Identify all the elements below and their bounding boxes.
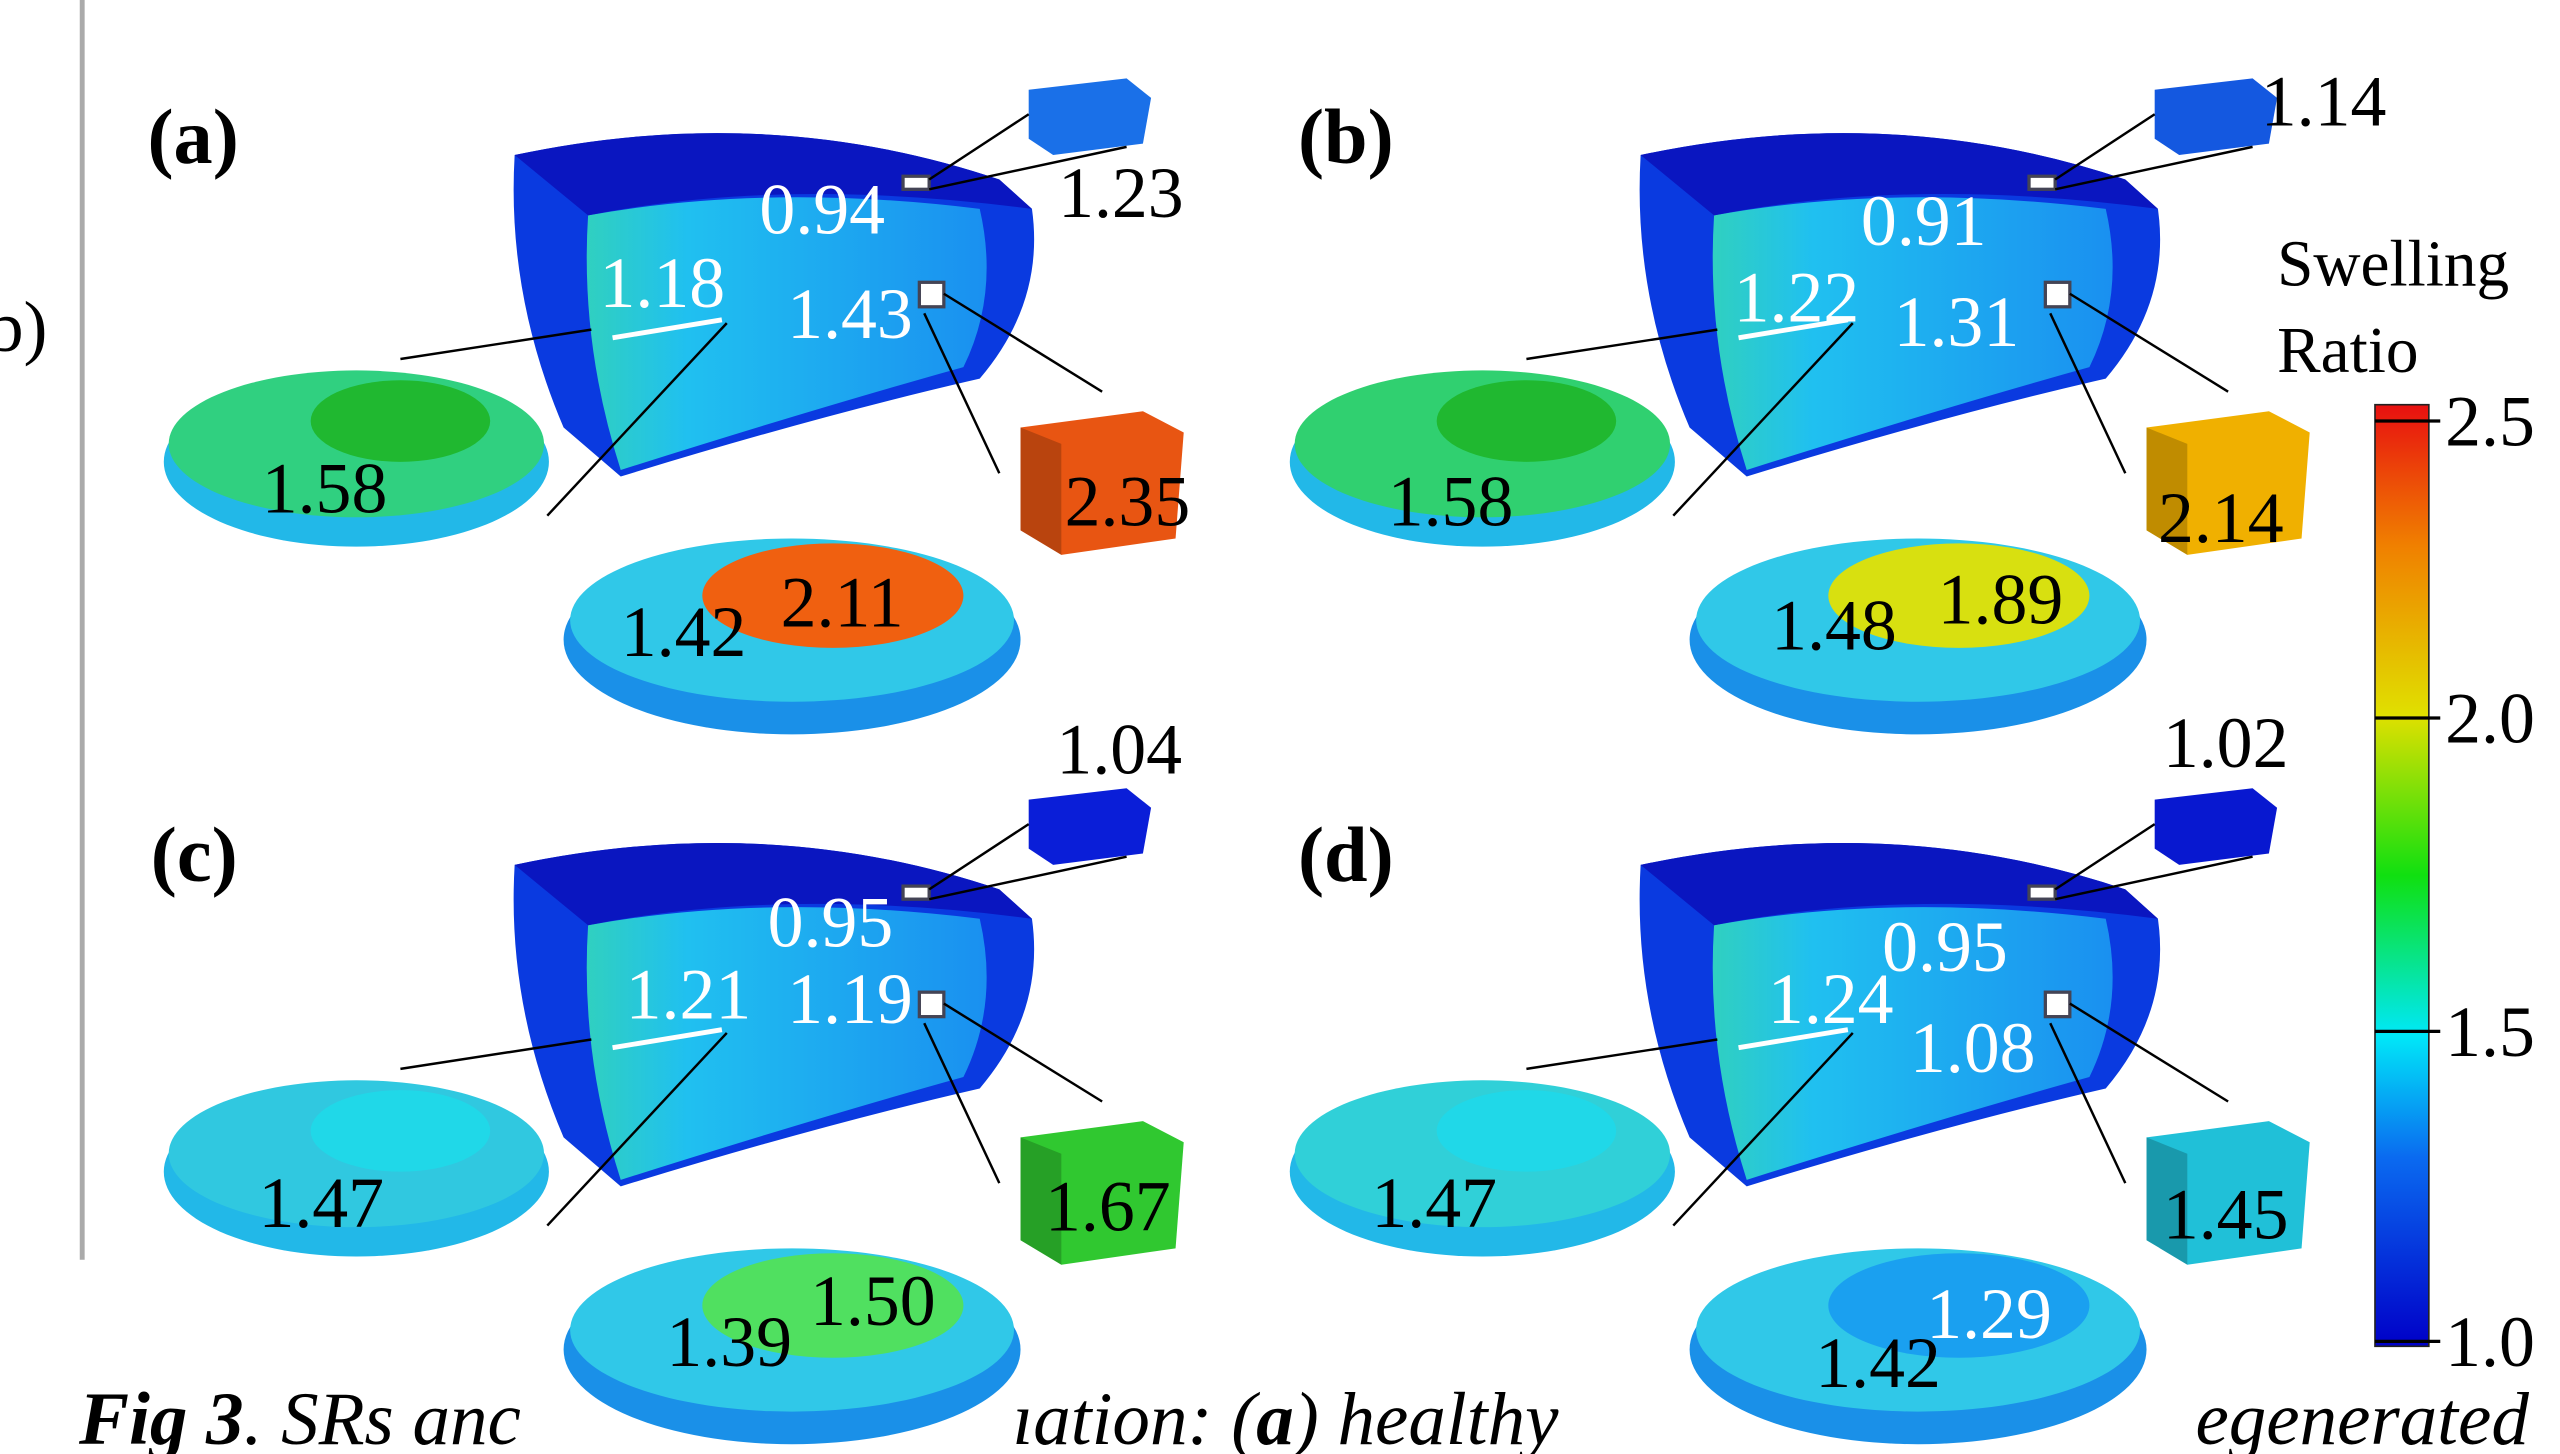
cube — [2155, 78, 2277, 155]
panel: (b) 1.14 0.911.22 1.31 2.14 1.58 1.48 1.89 — [1290, 62, 2387, 735]
caption-text: ıation: ( — [1012, 1378, 1260, 1454]
colorbar-tick-label: 2.5 — [2445, 382, 2535, 462]
colorbar-tick-label: 1.5 — [2445, 992, 2535, 1072]
cube-shade — [1021, 428, 1062, 555]
colorbar — [2375, 405, 2429, 1347]
value-label: 1.04 — [1056, 710, 1182, 790]
marker — [919, 992, 943, 1016]
value-label: 1.47 — [258, 1163, 384, 1243]
value-label: 2.11 — [781, 563, 904, 643]
side-fragment: b) — [0, 287, 47, 367]
caption-text: . SRs anc — [244, 1378, 521, 1454]
marker — [2045, 992, 2069, 1016]
cube — [2155, 788, 2277, 865]
leader-line — [2055, 824, 2155, 889]
value-label: 1.14 — [2261, 62, 2387, 142]
value-label: 1.23 — [1058, 153, 1184, 233]
marker — [2029, 886, 2055, 899]
value-label: 1.67 — [1045, 1166, 1171, 1246]
value-label: 2.14 — [2158, 478, 2284, 558]
panel: (d) 1.02 0.951.241.08 1.45 1.47 1.421.29 — [1290, 703, 2310, 1444]
value-label: 1.22 — [1734, 257, 1860, 337]
figure: b) (a) 1.23 0.94 1.18 1.43 2.35 1.58 1.42 2.11 (b… — [0, 0, 2560, 1454]
value-label: 1.24 — [1768, 959, 1894, 1039]
value-label: 1.58 — [262, 448, 388, 528]
value-label: 1.18 — [600, 243, 726, 323]
marker — [903, 176, 929, 189]
caption-text: a — [1256, 1378, 1294, 1454]
value-label: 1.02 — [2163, 703, 2289, 783]
panel: (a) 1.23 0.94 1.18 1.43 2.35 1.58 1.42 2.11 — [147, 78, 1190, 734]
disc-core — [311, 1090, 491, 1172]
value-label: 1.58 — [1388, 461, 1514, 541]
panel-label: (c) — [151, 811, 238, 898]
disc-core — [1437, 1090, 1617, 1172]
value-label: 1.19 — [787, 959, 913, 1039]
cube — [1029, 78, 1151, 155]
panel: (c) 1.04 0.951.21 1.19 1.67 1.47 1.391.50 — [151, 710, 1184, 1445]
marker — [903, 886, 929, 899]
colorbar-title: Swelling — [2277, 229, 2509, 301]
value-label: 1.08 — [1910, 1008, 2036, 1088]
value-label: 0.94 — [759, 169, 885, 249]
value-label: 0.91 — [1861, 181, 1987, 261]
caption: Fig 3. SRs anc — [78, 1378, 521, 1454]
value-label: 1.45 — [2163, 1175, 2289, 1255]
value-label: 1.21 — [626, 954, 752, 1034]
leader-line — [929, 824, 1029, 889]
marker — [919, 282, 943, 306]
cube — [1029, 788, 1151, 865]
value-label: 1.39 — [666, 1302, 792, 1382]
disc-core — [1437, 380, 1617, 462]
value-label: 0.95 — [768, 882, 894, 962]
value-label: 1.42 — [621, 592, 747, 672]
value-label: 1.50 — [810, 1261, 936, 1341]
panel-label: (b) — [1298, 93, 1394, 180]
colorbar-tick-label: 1.0 — [2445, 1302, 2535, 1382]
leader-line — [2055, 114, 2155, 179]
marker — [2045, 282, 2069, 306]
value-label: 1.43 — [787, 274, 913, 354]
marker — [2029, 176, 2055, 189]
value-label: 1.31 — [1894, 282, 2020, 362]
caption: egenerated — [2195, 1378, 2529, 1454]
value-label: 1.89 — [1938, 559, 2064, 639]
value-label: 1.47 — [1371, 1163, 1497, 1243]
caption-fig: Fig 3 — [78, 1378, 244, 1454]
leader-line — [929, 114, 1029, 179]
value-label: 1.48 — [1771, 585, 1897, 665]
colorbar-title: Ratio — [2277, 315, 2418, 387]
value-label: 2.35 — [1065, 461, 1191, 541]
value-label: 1.29 — [1926, 1274, 2052, 1354]
value-label: 1.42 — [1815, 1323, 1941, 1403]
colorbar-tick-label: 2.0 — [2445, 679, 2535, 759]
value-label: 0.95 — [1882, 907, 2008, 987]
caption-text: ) healthy — [1290, 1378, 1559, 1454]
panel-label: (d) — [1298, 811, 1394, 898]
panel-label: (a) — [147, 93, 238, 180]
caption: ıation: (a) healthy — [1012, 1378, 1559, 1454]
